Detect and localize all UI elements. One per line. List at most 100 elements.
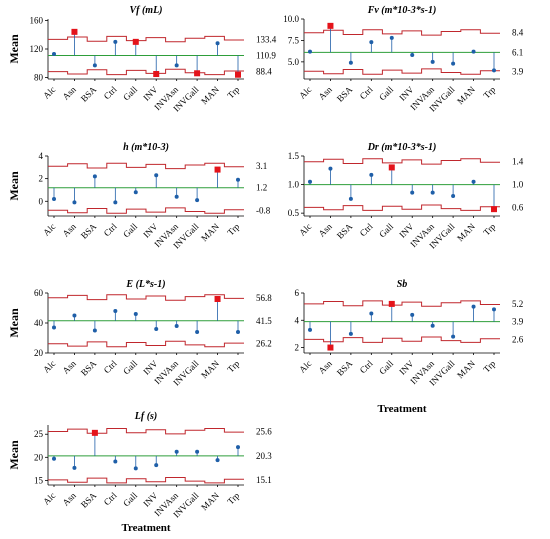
data-point	[215, 41, 220, 46]
panel-title: Fv (m*10-3*s-1)	[367, 5, 437, 16]
data-point	[410, 190, 415, 195]
flagged-point	[91, 429, 98, 436]
x-tick-label: Ctrl	[102, 84, 119, 101]
x-tick-label: BSA	[335, 358, 355, 378]
upper-control-limit	[48, 162, 244, 170]
y-tick-label: 4	[295, 315, 300, 325]
y-tick-label: 15	[34, 475, 44, 485]
ucl-label: 8.4	[512, 28, 524, 38]
y-tick-label: 7.5	[288, 35, 300, 45]
flagged-point	[194, 70, 201, 77]
data-point	[410, 53, 415, 57]
data-point	[113, 459, 118, 464]
y-tick-label: 0	[39, 196, 44, 206]
data-point	[389, 35, 394, 40]
lcl-label: -0.8	[256, 205, 271, 215]
data-point	[471, 179, 476, 184]
panel-title: E (L*s-1)	[125, 279, 165, 290]
data-point	[215, 458, 220, 463]
x-tick-label: Trp	[225, 358, 241, 374]
lower-control-limit	[304, 336, 500, 343]
x-tick-label: Ctrl	[358, 221, 375, 238]
lcl-label: 2.6	[512, 334, 524, 344]
data-point	[72, 313, 77, 318]
lower-control-limit	[48, 68, 244, 76]
data-point	[410, 312, 415, 317]
center-label: 3.9	[512, 317, 524, 327]
y-tick-label: 2	[39, 174, 44, 184]
y-tick-label: 0.5	[288, 208, 300, 218]
center-label: 110.9	[256, 51, 276, 61]
x-tick-label: Asn	[61, 84, 79, 102]
data-point	[308, 49, 312, 54]
x-tick-label: Gall	[121, 490, 139, 508]
x-tick-label: Ctrl	[358, 84, 375, 101]
y-tick-label: 5.0	[288, 57, 300, 67]
x-tick-label: BSA	[79, 358, 99, 378]
y-tick-label: 4	[39, 151, 44, 161]
x-tick-label: Gall	[121, 84, 139, 102]
data-point	[236, 330, 240, 334]
lcl-label: 0.6	[512, 202, 524, 212]
data-point	[348, 196, 353, 201]
data-point	[451, 334, 456, 339]
chart-panel-0: Vf (mL) 80 120 160 133.4 110.9 88.4 Alc Asn BSA Ct…	[7, 5, 277, 114]
data-point	[52, 325, 56, 330]
data-point	[174, 324, 179, 328]
data-point	[451, 61, 456, 66]
x-tick-label: Trp	[481, 221, 497, 237]
center-label: 41.5	[256, 316, 272, 326]
flagged-point	[214, 166, 221, 173]
data-point	[369, 311, 374, 316]
data-point	[236, 177, 240, 182]
y-tick-label: 80	[34, 73, 44, 83]
x-tick-label: BSA	[79, 84, 99, 104]
x-tick-label: Gall	[121, 221, 139, 239]
ucl-label: 3.1	[256, 161, 267, 171]
data-point	[92, 63, 97, 68]
data-point	[133, 312, 138, 316]
flagged-point	[327, 344, 334, 351]
center-label: 20.3	[256, 451, 272, 461]
x-tick-label: Ctrl	[102, 358, 119, 375]
data-point	[430, 59, 435, 64]
data-point	[430, 190, 435, 195]
lower-control-limit	[48, 477, 244, 484]
x-tick-label: MAN	[199, 84, 221, 106]
data-point	[369, 40, 374, 45]
chart-panel-1: Fv (m*10-3*s-1) 5.0 7.5 10.0 8.4 6.1 3.9 Alc Asn…	[283, 5, 524, 114]
x-tick-label: Ctrl	[102, 490, 119, 507]
y-axis-label: Mean	[7, 308, 21, 338]
x-tick-label: BSA	[335, 84, 355, 104]
x-axis-label: Treatment	[377, 403, 426, 415]
lower-control-limit	[304, 204, 500, 211]
lcl-label: 15.1	[256, 475, 272, 485]
x-tick-label: Alc	[297, 358, 313, 374]
panel-title: h (m*10-3)	[123, 142, 169, 153]
chart-panel-2: h (m*10-3) 0 2 4 3.1 1.2 -0.8 Alc Asn BSA Ctrl Gall…	[7, 142, 271, 251]
x-tick-label: Gall	[377, 84, 395, 102]
data-point	[113, 39, 118, 44]
x-tick-label: Gall	[377, 221, 395, 239]
y-tick-label: 1.5	[288, 151, 300, 161]
x-tick-label: MAN	[199, 221, 221, 243]
y-tick-label: 10.0	[283, 14, 299, 24]
x-tick-label: Asn	[61, 358, 79, 376]
flagged-point	[235, 71, 241, 78]
data-point	[154, 173, 159, 178]
x-tick-label: Trp	[225, 221, 241, 237]
x-tick-label: Trp	[481, 358, 497, 374]
upper-control-limit	[48, 294, 244, 301]
x-tick-label: Asn	[317, 84, 335, 102]
upper-control-limit	[48, 35, 244, 43]
flagged-point	[327, 22, 334, 29]
lcl-label: 3.9	[512, 66, 524, 76]
y-axis-label: Mean	[7, 440, 21, 470]
data-point	[492, 68, 496, 73]
data-point	[174, 63, 179, 68]
lower-control-limit	[304, 68, 500, 75]
data-point	[154, 327, 159, 331]
data-point	[328, 166, 333, 171]
y-tick-label: 2	[295, 343, 300, 353]
center-label: 1.2	[256, 183, 267, 193]
